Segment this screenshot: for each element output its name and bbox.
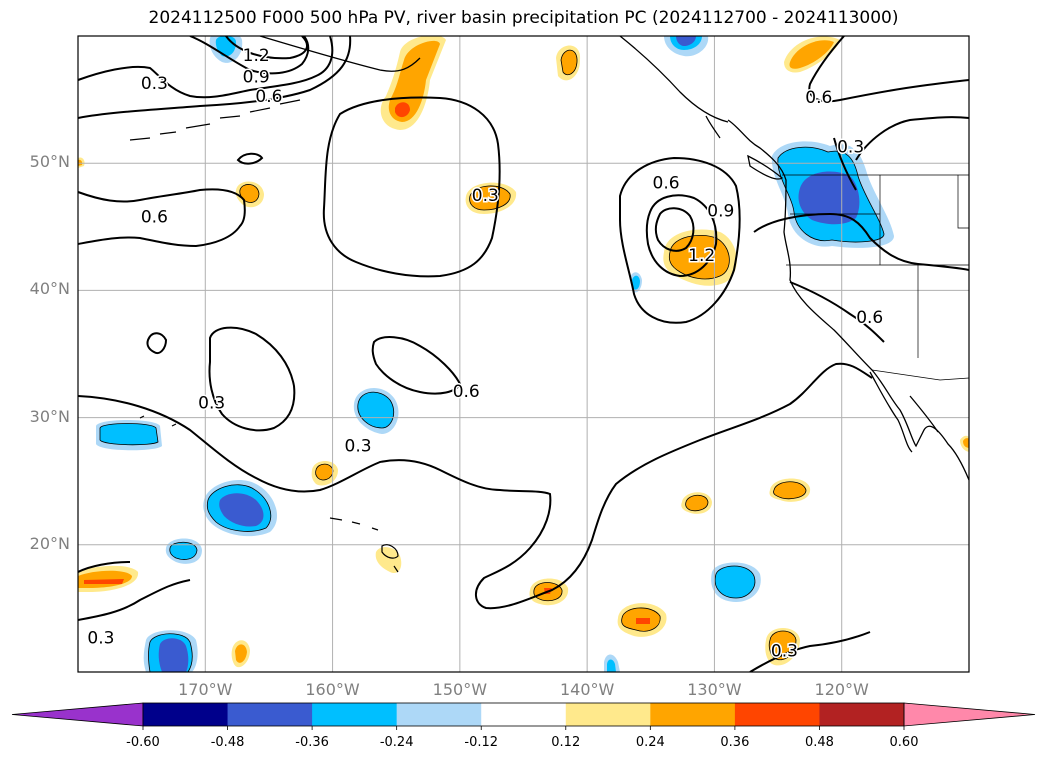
lat-tick-label: 20°N <box>29 533 70 553</box>
alaska-peninsula-coast <box>259 36 421 72</box>
pv-contour-label: 1.2 <box>243 46 270 66</box>
pv-contour-label: 0.3 <box>771 641 798 661</box>
colorbar-tick-label: -0.12 <box>464 735 499 750</box>
colorbar-segment <box>396 703 482 726</box>
haida-gwaii <box>705 115 721 139</box>
lon-tick-label: 150°W <box>432 680 488 699</box>
pv-contour-label: 0.3 <box>198 393 225 413</box>
pv-contour-0.6-nw <box>78 36 352 119</box>
pv-contour-label: 0.9 <box>243 68 270 88</box>
lon-tick-label: 160°W <box>305 680 360 699</box>
pv-contour-0.3-ne <box>855 116 969 161</box>
pv-contour-0.6-center <box>371 336 462 395</box>
pv-contour-0.3-se <box>749 631 871 672</box>
aleutian-islands <box>129 99 301 141</box>
colorbar-tick-label: 0.24 <box>635 735 665 750</box>
lon-tick-label: 170°W <box>178 680 233 699</box>
gulf-of-california-coast <box>909 395 939 433</box>
lat-tick-label: 30°N <box>29 406 70 426</box>
pv-contour-label: 0.3 <box>141 74 168 94</box>
colorbar-tick-label: -0.36 <box>295 735 329 750</box>
pv-contour-label: 0.3 <box>345 437 372 457</box>
pv-contour-0.6-sw <box>78 561 131 573</box>
pv-contour-0.3-south <box>78 362 873 610</box>
precip-shading <box>78 36 969 672</box>
pv-contour-1-ne <box>833 137 857 191</box>
pv-contour-small-west <box>236 152 264 165</box>
pv-contour-0.6-east-trough <box>753 212 969 271</box>
nevada-border <box>879 175 919 358</box>
pv-contour-1.2-nw <box>225 36 308 60</box>
colorbar-tick-label: 0.12 <box>551 735 581 750</box>
pv-contour-label: 0.3 <box>837 138 864 158</box>
islands <box>129 99 399 573</box>
gridlines <box>78 36 969 672</box>
pv-contour-0.6-ne <box>808 36 969 103</box>
pv-contour-label: 0.6 <box>255 87 282 107</box>
pv-contours <box>78 36 969 672</box>
colorbar-segment <box>734 703 820 726</box>
pv-contour-label: 0.6 <box>805 88 832 108</box>
colorbar <box>11 702 1036 730</box>
colorbar-segment <box>312 703 398 726</box>
pv-contour-1.2-cutoff-low <box>654 207 695 252</box>
colorbar-segment <box>227 703 313 726</box>
pv-contour-0.6-west <box>78 188 246 248</box>
pv-contour-0.9-nw <box>189 36 310 75</box>
idaho-border <box>957 175 969 229</box>
colorbar-tick-label: -0.24 <box>379 735 414 750</box>
colorbar-tick-label: 0.36 <box>720 735 750 750</box>
colorbar-extend-low <box>11 702 144 727</box>
colorbar-tick-label: -0.60 <box>126 735 160 750</box>
lon-tick-label: 140°W <box>559 680 615 699</box>
pv-contour-label: 0.6 <box>856 308 883 328</box>
map-title: 2024112500 F000 500 hPa PV, river basin … <box>148 8 899 28</box>
pv-contour-0.6-cutoff-low <box>619 156 741 324</box>
precip-positive-areas <box>78 36 969 668</box>
pv-contour-label: 0.6 <box>453 382 480 402</box>
colorbar-frame <box>142 702 905 727</box>
pv-contour-labels: 1.20.90.30.60.60.30.60.91.20.60.30.60.30… <box>86 45 885 663</box>
colorbar-segment <box>481 703 567 726</box>
coastlines <box>259 36 969 481</box>
colorbar-segment <box>143 703 229 726</box>
alaska-panhandle <box>619 36 729 123</box>
colorbar-segment <box>565 703 651 726</box>
colorbar-extend-high <box>903 702 1036 727</box>
pv-contour-0.3-nw <box>78 36 334 99</box>
colorbar-segment <box>819 703 905 726</box>
western-islands <box>139 415 177 427</box>
north-america-west-coast <box>727 119 969 481</box>
lat-tick-label: 40°N <box>29 279 70 299</box>
pv-contour-small-loop <box>146 332 168 354</box>
pv-contour-0.3-gulf-of-alaska <box>322 96 501 278</box>
lon-tick-label: 120°W <box>814 680 869 699</box>
lat-tick-label: 50°N <box>29 152 70 172</box>
colorbar-tick-label: 0.48 <box>804 735 834 750</box>
pv-contour-label: 0.3 <box>472 186 499 206</box>
pv-contour-0.3-sw <box>78 579 191 621</box>
us-mexico-border <box>871 369 969 381</box>
colorbar-segment <box>650 703 736 726</box>
pv-contour-label: 0.6 <box>141 208 168 228</box>
pv-contour-0.9-cutoff-low <box>645 194 718 278</box>
colorbar-tick-label: -0.48 <box>210 735 245 750</box>
precip-negative-areas <box>96 36 894 672</box>
precip-outlines <box>99 49 885 672</box>
pv-contour-label: 1.2 <box>688 246 715 266</box>
pv-contour-label: 0.3 <box>87 629 114 649</box>
colorbar-tick-label: 0.60 <box>889 735 919 750</box>
pv-contour-0.6-low-left <box>789 281 885 343</box>
lon-tick-label: 130°W <box>687 680 742 699</box>
baja-california <box>869 371 913 453</box>
vancouver-island <box>747 154 784 180</box>
hawaii-islands <box>329 517 399 573</box>
pv-contour-label: 0.9 <box>707 201 734 221</box>
pv-contour-0.3-west-center <box>208 326 296 432</box>
map-frame <box>77 35 970 673</box>
pv-contour-label: 0.6 <box>653 173 680 193</box>
